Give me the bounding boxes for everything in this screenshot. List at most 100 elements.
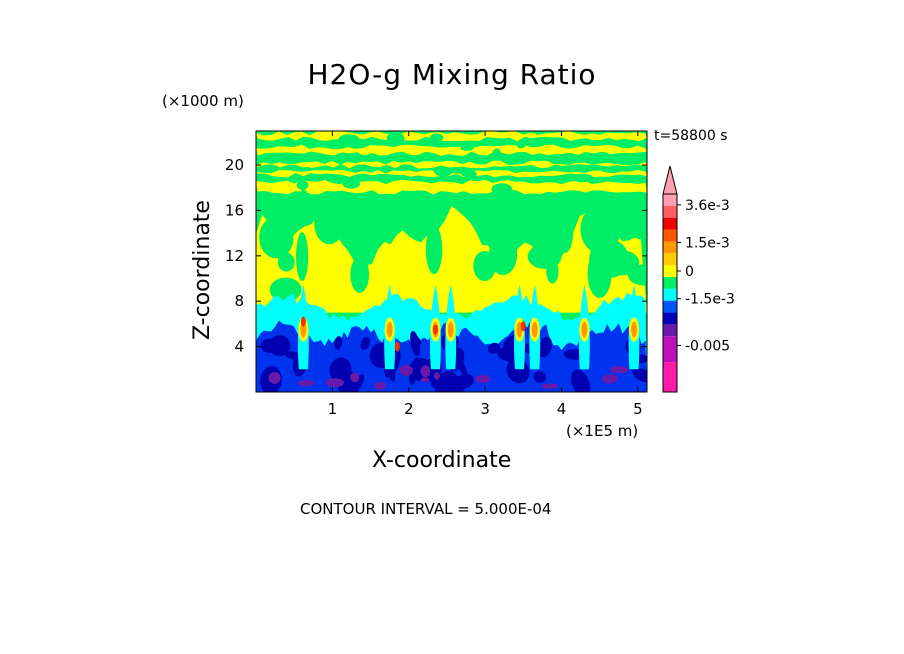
- green-patch: [425, 224, 443, 275]
- x-axis-unit: (×1E5 m): [566, 422, 639, 440]
- stripe-gap: [570, 192, 591, 203]
- upper-stripe: [256, 160, 647, 169]
- stripe-gap: [386, 132, 405, 145]
- colorbar-swatch: [663, 229, 677, 242]
- stripe-gap: [516, 142, 526, 149]
- field-layers: [256, 131, 647, 392]
- purple-blob: [325, 378, 344, 388]
- colorbar-swatch: [663, 362, 677, 392]
- stripe-gap: [342, 178, 360, 189]
- x-tick-label: 5: [633, 400, 643, 418]
- navy-blob: [360, 336, 371, 350]
- green-patch: [488, 234, 518, 276]
- navy-blob: [455, 354, 468, 377]
- green-patch: [627, 264, 647, 286]
- colorbar: 3.6e-3 1.5e-3 0 -1.5e-3 -0.005: [662, 165, 735, 393]
- y-tick-label: 12: [225, 247, 244, 265]
- colorbar-swatch: [663, 194, 677, 206]
- heatmap-field: [256, 131, 647, 392]
- time-label: t=58800 s: [654, 128, 728, 144]
- y-tick-label: 16: [225, 201, 244, 219]
- stripe-gap: [275, 156, 289, 162]
- colorbar-label: -0.005: [685, 338, 730, 354]
- navy-blob: [413, 357, 420, 371]
- purple-blob: [374, 381, 387, 390]
- purple-blob: [350, 372, 360, 383]
- plume-hot-core: [432, 324, 438, 335]
- green-patch: [557, 207, 574, 253]
- purple-blob: [268, 372, 281, 384]
- green-patch: [296, 232, 309, 281]
- stripe-gap: [338, 134, 360, 144]
- navy-blob: [334, 336, 343, 350]
- stripe-gap: [356, 154, 370, 159]
- colorbar-label: 3.6e-3: [685, 198, 730, 214]
- colorbar-label: 0: [685, 264, 694, 280]
- colorbar-swatch: [663, 253, 677, 266]
- stripe-gap: [508, 189, 518, 196]
- stripe-gap: [571, 173, 594, 183]
- navy-blob: [434, 371, 459, 392]
- colorbar-swatch: [663, 324, 677, 337]
- purple-blob: [420, 377, 430, 383]
- purple-blob: [420, 365, 431, 378]
- stripe-gap: [461, 170, 477, 178]
- green-patch: [587, 249, 612, 298]
- colorbar-label: -1.5e-3: [685, 292, 735, 308]
- green-patch: [527, 244, 562, 269]
- x-axis-ticks: 1 2 3 4 5: [328, 131, 643, 418]
- y-axis-ticks: 4 8 12 16 20: [225, 156, 647, 356]
- chart-title: H2O-g Mixing Ratio: [307, 58, 597, 91]
- navy-blob: [533, 371, 547, 383]
- purple-blob: [433, 372, 440, 380]
- green-patch: [350, 256, 370, 293]
- colorbar-swatch: [663, 205, 677, 218]
- y-tick-label: 4: [234, 338, 244, 356]
- navy-blob: [329, 357, 352, 383]
- x-tick-label: 1: [328, 400, 338, 418]
- colorbar-swatch: [663, 300, 677, 313]
- navy-blob: [353, 374, 365, 391]
- stripe-gap: [309, 173, 327, 182]
- plume-hot-core: [300, 316, 306, 327]
- navy-blob: [269, 335, 291, 357]
- plume-core: [386, 321, 393, 338]
- y-tick-label: 20: [225, 156, 244, 174]
- colorbar-swatch: [663, 336, 677, 363]
- colorbar-swatch: [663, 217, 677, 230]
- purple-blob: [602, 374, 619, 383]
- colorbar-arrow: [662, 165, 678, 195]
- purple-blob: [399, 364, 413, 377]
- x-tick-label: 4: [557, 400, 567, 418]
- colorbar-swatch: [663, 288, 677, 301]
- navy-blob: [538, 336, 553, 358]
- stripe-gap: [491, 183, 513, 196]
- navy-blob: [571, 369, 591, 392]
- contour-interval-label: CONTOUR INTERVAL = 5.000E-04: [300, 500, 552, 518]
- plume-core: [447, 321, 454, 338]
- colorbar-border: [662, 193, 678, 393]
- navy-blob: [410, 330, 421, 357]
- purple-blob: [297, 380, 315, 387]
- green-patch: [314, 203, 345, 245]
- stripe-gap: [296, 180, 309, 190]
- plume-core: [631, 321, 638, 338]
- stripe-gap: [300, 189, 308, 198]
- stripe-gap: [492, 148, 502, 160]
- green-patch: [277, 252, 295, 272]
- x-axis-label: X-coordinate: [372, 448, 512, 473]
- stripe-gap: [434, 166, 453, 177]
- stripe-gap: [466, 155, 488, 162]
- plot-frame: [255, 130, 648, 393]
- plot-border: [255, 130, 648, 393]
- plume-hot-core: [394, 341, 400, 352]
- green-patch: [580, 204, 621, 254]
- navy-blob: [487, 342, 501, 354]
- stripe-gap: [460, 140, 481, 148]
- stripe-gap: [594, 151, 612, 163]
- purple-blob: [475, 375, 491, 384]
- colorbar-label: 1.5e-3: [685, 235, 730, 251]
- y-axis-unit: (×1000 m): [162, 92, 244, 110]
- plume-core: [531, 321, 538, 338]
